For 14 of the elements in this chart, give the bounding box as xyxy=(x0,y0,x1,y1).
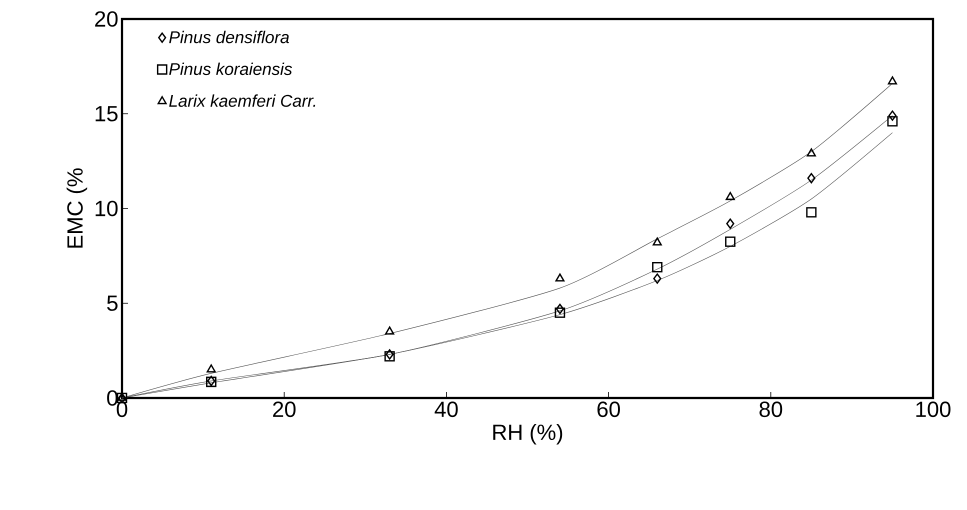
legend-label: Pinus koraiensis xyxy=(169,62,292,76)
y-axis-title: EMC (% xyxy=(66,168,88,248)
x-tick-label: 80 xyxy=(760,402,782,418)
x-tick-label: 20 xyxy=(273,402,296,418)
y-tick-label: 5 xyxy=(107,296,118,311)
x-axis-title: RH (%) xyxy=(493,424,562,444)
x-tick-label: 60 xyxy=(597,402,620,418)
legend-label: Larix kaemferi Carr. xyxy=(169,94,316,107)
legend-label: Pinus densiflora xyxy=(169,30,289,44)
y-tick-label: 15 xyxy=(96,106,118,122)
x-tick-label: 40 xyxy=(434,402,458,418)
y-tick-label: 20 xyxy=(95,11,118,27)
x-tick-label: 100 xyxy=(916,402,950,418)
y-tick-label: 10 xyxy=(96,200,118,216)
